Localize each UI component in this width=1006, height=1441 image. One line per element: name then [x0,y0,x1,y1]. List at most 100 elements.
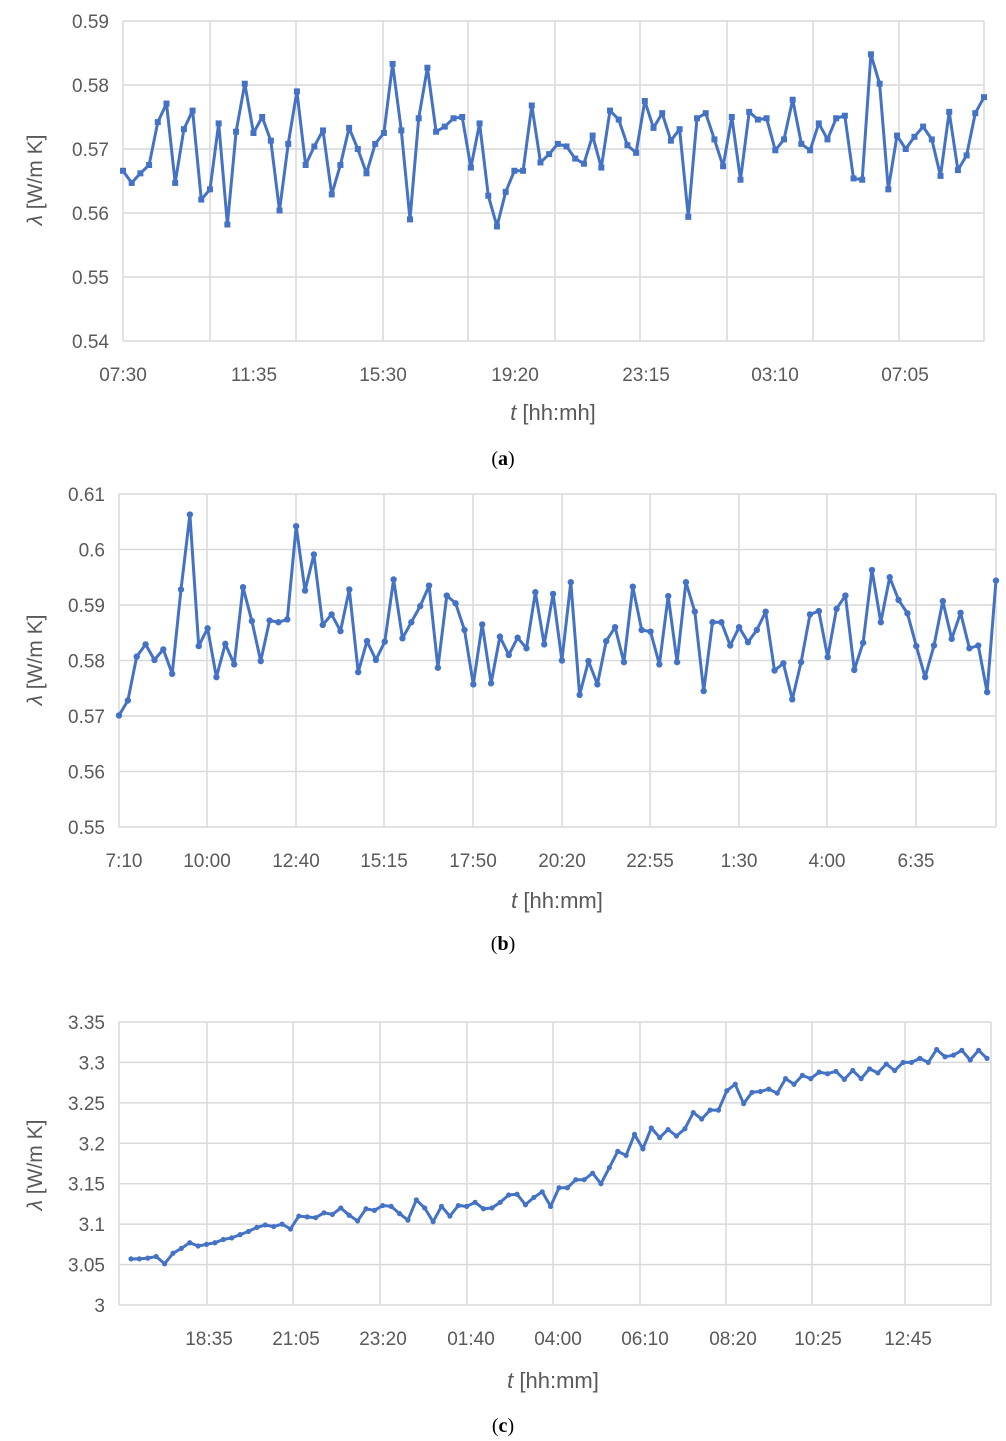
chart-a-data-point [546,151,553,158]
chart-c-data-point [531,1194,537,1201]
chart-b-x-tick-label: 6:35 [898,851,935,872]
chart-a-x-tick-label: 19:20 [491,365,539,386]
chart-b-data-point [514,634,521,641]
chart-c-data-point [455,1202,461,1209]
chart-b-data-point [859,639,867,646]
chart-c-data-point [782,1076,789,1082]
chart-c-data-point [623,1152,629,1159]
chart-a-data-point [433,128,440,135]
chart-c-data-point [472,1199,478,1205]
chart-b-data-point [842,592,849,599]
chart-a-data-point [180,126,187,133]
chart-b-x-tick-label: 22:55 [626,851,674,872]
chart-c-data-point [707,1107,713,1113]
chart-b-y-tick-label: 0.58 [68,652,105,673]
chart-a-data-point [667,137,674,144]
chart-c-data-point [271,1223,277,1230]
chart-c-data-point [178,1245,184,1251]
chart-a-data-point [720,163,727,170]
chart-b-x-tick-label: 20:20 [538,851,586,872]
chart-b-data-point [815,607,823,615]
chart-a-x-tick-label: 11:35 [231,365,277,386]
chart-a-data-point [537,159,544,166]
chart-c-data-point [732,1081,738,1087]
chart-b-data-point [496,633,504,640]
chart-a-data-point [633,149,640,156]
chart-c-data-point [967,1057,973,1063]
chart-c-data-point [850,1067,856,1074]
chart-c-data-point [128,1256,134,1262]
chart-c-data-point [338,1205,344,1211]
chart-a-data-point [459,114,466,120]
chart-b-y-tick-label: 0.61 [68,485,105,506]
chart-b-data-point [408,619,415,626]
chart-b-data-point [142,641,149,648]
chart-b-data-point [975,642,982,649]
chart-c-data-point [875,1070,881,1076]
chart-c-data-point [824,1071,831,1077]
chart-a-y-tick-label: 0.56 [72,204,109,225]
chart-c-data-point [715,1107,722,1113]
chart-b-data-point [160,646,167,653]
chart-b-data-point [186,511,194,518]
chart-a-data-point [146,162,153,168]
chart-b-data-point [877,619,885,626]
chart-c-data-point [279,1221,285,1227]
chart-b-data-point [806,611,814,618]
chart-a-x-tick-label: 15:30 [359,365,407,386]
chart-a-data-point [206,186,213,193]
chart-b-data-point [470,681,477,688]
chart-c-data-point [925,1059,931,1066]
chart-a-data-point [328,191,335,198]
chart-a-y-tick-label: 0.59 [72,12,109,33]
chart-b-data-point [479,621,486,628]
chart-b-data-point [921,673,929,681]
chart-b-data-point [523,645,530,652]
chart-a-data-point [493,223,500,230]
chart-a-data-point [380,130,387,136]
chart-a-data-point [337,162,344,168]
chart-c: 3 3.05 3.1 3.15 3.2 3.25 3.3 3.35 18:35 21:05 23:… [24,1013,992,1437]
chart-a-data-point [772,147,779,154]
chart-c-data-point [522,1202,529,1208]
chart-b-x-tick-label: 10:00 [183,851,231,872]
chart-a-data-point [728,114,735,120]
chart-b-data-point [532,589,539,596]
chart-a-data-point [894,132,901,139]
chart-a-data-point [867,51,874,58]
chart-b-data-point [913,642,920,650]
chart-a-series [120,51,987,230]
chart-a-data-point [233,128,240,135]
chart-a-data-point [754,116,761,123]
chart-b-data-point [762,608,769,615]
chart-b-data-point [797,658,805,666]
chart-a-series-line [121,52,986,228]
chart-c-data-point [573,1177,579,1183]
chart-b-data-point [673,658,681,666]
chart-b-data-point [381,638,388,645]
chart-c-data-point [917,1055,923,1061]
chart-b-x-axis-label: t [hh:mm] [511,888,603,913]
chart-a-data-point [702,110,709,117]
chart-c-data-point [506,1192,512,1198]
chart-a-data-point [224,221,231,228]
chart-c-data-point [464,1203,470,1209]
chart-c-y-tick-label: 3.05 [68,1256,105,1277]
chart-b-data-point [292,522,300,530]
chart-b-data-point [744,638,752,646]
chart-c-data-point [480,1206,487,1212]
chart-c-data-point [724,1088,730,1094]
chart-a-grid [122,20,985,342]
chart-c-data-point [380,1202,386,1209]
chart-a-data-point [650,124,657,131]
chart-c-data-point [497,1199,503,1205]
chart-c-data-point [564,1185,570,1191]
chart-c-data-point [589,1170,596,1176]
chart-a-data-point [302,162,309,168]
chart-c-data-point [833,1068,839,1074]
chart-a-data-point [685,213,692,220]
chart-c-data-point [749,1089,755,1095]
chart-a-x-tick-label: 07:05 [881,365,929,386]
chart-c-data-point [858,1076,864,1082]
chart-c-data-point [766,1086,772,1092]
